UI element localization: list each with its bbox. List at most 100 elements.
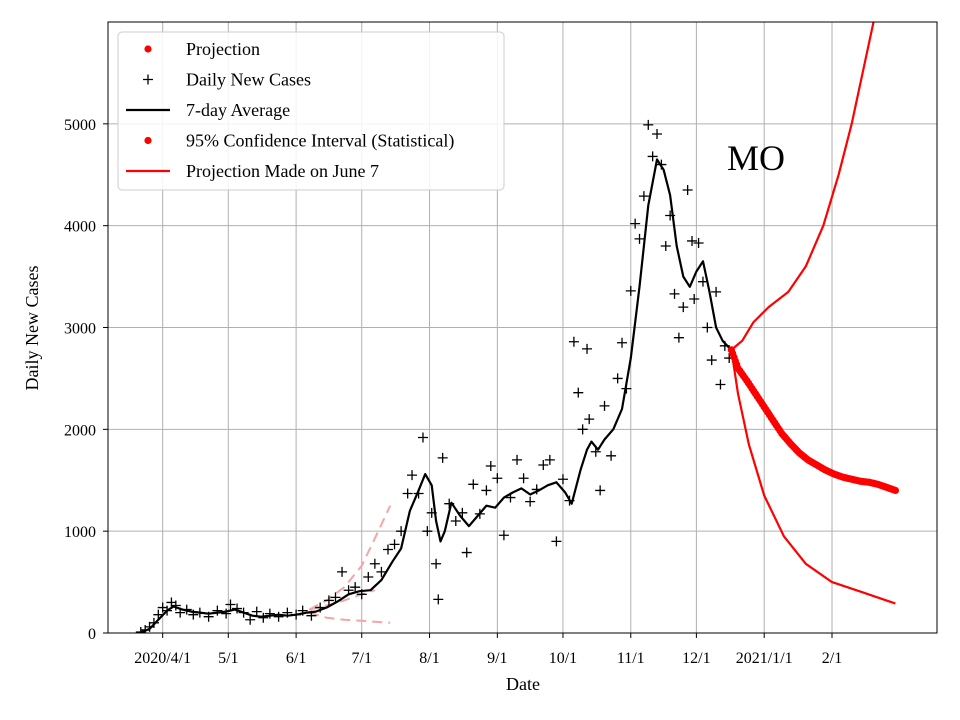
data-point-daily-new-cases [682, 185, 693, 196]
data-point-daily-new-cases [564, 495, 575, 506]
series-projection-made-on-june-7-center [308, 589, 376, 611]
series-projection-made-on-june-7-upper [308, 505, 392, 611]
data-point-daily-new-cases [212, 605, 223, 616]
data-point-daily-new-cases [531, 484, 542, 495]
data-point-daily-new-cases [468, 479, 479, 490]
data-point-daily-new-cases [232, 603, 243, 614]
data-point-daily-new-cases [595, 485, 606, 496]
data-point-daily-new-cases [148, 617, 159, 628]
data-point-daily-new-cases [144, 621, 155, 632]
data-point-daily-new-cases [617, 337, 628, 348]
data-point-daily-new-cases [505, 492, 516, 503]
x-tick-label: 7/1 [352, 650, 372, 667]
legend-label: Projection [186, 39, 260, 59]
data-point-daily-new-cases [568, 336, 579, 347]
data-point-daily-new-cases [402, 488, 413, 499]
data-point-daily-new-cases [599, 400, 610, 411]
legend-marker-plus [143, 74, 153, 85]
data-point-daily-new-cases [474, 508, 485, 519]
data-point-daily-new-cases [551, 536, 562, 547]
data-point-daily-new-cases [330, 592, 341, 603]
data-point-daily-new-cases [687, 235, 698, 246]
x-tick-label: 2/1 [822, 650, 842, 667]
x-tick-label: 11/1 [617, 650, 645, 667]
data-point-daily-new-cases [606, 450, 617, 461]
data-point-daily-new-cases [711, 286, 722, 297]
data-point-daily-new-cases [481, 485, 492, 496]
data-point-daily-new-cases [389, 539, 400, 550]
data-point-daily-new-cases [485, 460, 496, 471]
y-axis-label: Daily New Cases [22, 266, 42, 391]
y-tick-label: 5000 [64, 117, 96, 134]
data-point-daily-new-cases [538, 459, 549, 470]
data-point-daily-new-cases [689, 293, 700, 304]
data-point-daily-new-cases [382, 544, 393, 555]
x-tick-label: 10/1 [549, 650, 577, 667]
data-point-daily-new-cases [557, 474, 568, 485]
data-point-daily-new-cases [697, 276, 708, 287]
legend-marker-dot [144, 136, 152, 145]
data-point-daily-new-cases [356, 589, 367, 600]
data-point-daily-new-cases [492, 473, 503, 484]
data-point-daily-new-cases [457, 507, 468, 518]
x-axis-label: Date [506, 674, 540, 694]
legend-label: Projection Made on June 7 [186, 161, 379, 181]
chart-annotation: MO [727, 138, 785, 178]
projection-point [891, 486, 900, 495]
data-point-daily-new-cases [188, 609, 199, 620]
data-point-daily-new-cases [282, 607, 293, 618]
axes: 2020/4/1 5/1 6/1 7/1 8/1 9/1 10/1 11/1 12/1 2021/… [64, 117, 842, 667]
data-point-daily-new-cases [135, 626, 146, 633]
data-point-daily-new-cases [431, 558, 442, 569]
data-point-daily-new-cases [621, 383, 632, 394]
data-point-daily-new-cases [417, 432, 428, 443]
series-projection-made-on-june-7-lower [308, 611, 391, 624]
data-point-daily-new-cases [363, 571, 374, 582]
data-point-daily-new-cases [407, 470, 418, 481]
data-point-daily-new-cases [264, 608, 275, 619]
data-point-daily-new-cases [498, 530, 509, 541]
data-point-daily-new-cases [444, 498, 455, 509]
data-point-daily-new-cases [512, 454, 523, 465]
data-point-daily-new-cases [258, 612, 269, 623]
data-point-daily-new-cases [426, 507, 437, 518]
data-point-daily-new-cases [291, 609, 302, 620]
data-point-daily-new-cases [665, 210, 676, 221]
data-point-daily-new-cases [450, 515, 461, 526]
data-point-daily-new-cases [634, 233, 645, 244]
data-point-daily-new-cases [702, 322, 713, 333]
legend-label: Daily New Cases [186, 70, 311, 90]
data-point-daily-new-cases [194, 607, 205, 618]
data-point-daily-new-cases [225, 599, 236, 610]
legend-label: 7-day Average [186, 100, 290, 120]
series-95-confidence-interval-statistical-upper [730, 22, 875, 351]
data-point-daily-new-cases [396, 526, 407, 537]
legend-marker-dot [144, 45, 152, 53]
data-point-daily-new-cases [719, 340, 730, 351]
data-point-daily-new-cases [573, 387, 584, 398]
data-point-daily-new-cases [656, 159, 667, 170]
data-point-daily-new-cases [153, 609, 164, 620]
data-point-daily-new-cases [413, 488, 424, 499]
data-point-daily-new-cases [678, 302, 689, 313]
x-tick-label: 8/1 [419, 650, 439, 667]
data-point-daily-new-cases [162, 605, 173, 616]
data-point-daily-new-cases [297, 605, 308, 616]
x-tick-label: 12/1 [682, 650, 710, 667]
x-tick-label: 9/1 [487, 650, 507, 667]
data-point-daily-new-cases [245, 614, 256, 625]
y-tick-label: 0 [88, 626, 96, 643]
series-95-confidence-interval-statistical-lower [730, 349, 896, 605]
legend-box [117, 31, 505, 191]
data-point-daily-new-cases [660, 241, 671, 252]
x-tick-label: 5/1 [218, 650, 238, 667]
data-point-daily-new-cases [323, 595, 334, 606]
data-point-daily-new-cases [584, 414, 595, 425]
y-tick-label: 2000 [64, 422, 96, 439]
x-tick-label: 6/1 [286, 650, 306, 667]
data-point-daily-new-cases [376, 566, 387, 577]
data-point-daily-new-cases [673, 332, 684, 343]
data-point-daily-new-cases [518, 473, 529, 484]
data-point-daily-new-cases [643, 119, 654, 130]
